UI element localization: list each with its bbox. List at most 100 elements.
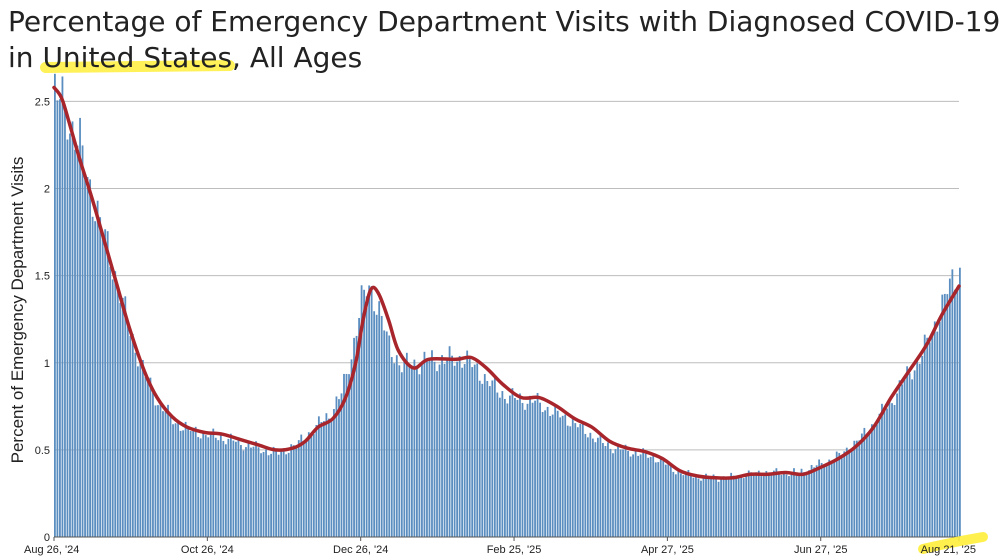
data-bar — [579, 424, 582, 537]
data-bar — [363, 289, 366, 537]
data-bar — [182, 430, 185, 537]
data-bar — [735, 478, 738, 537]
data-bar — [780, 475, 783, 537]
data-bar — [632, 454, 634, 537]
data-bar — [167, 404, 169, 537]
data-bar — [297, 440, 300, 537]
data-bar — [830, 463, 833, 537]
data-bar — [873, 425, 876, 537]
data-bar — [767, 472, 770, 537]
x-tick-highlight — [918, 532, 988, 554]
data-bar — [594, 442, 597, 537]
data-bar — [96, 200, 99, 537]
data-bar — [275, 450, 278, 537]
data-bar — [503, 398, 506, 537]
data-bar — [245, 447, 247, 537]
data-bar — [197, 437, 200, 537]
data-bar — [687, 470, 690, 537]
data-bar — [953, 289, 956, 537]
data-bar — [514, 398, 516, 537]
data-bar — [209, 432, 212, 537]
data-bar — [755, 472, 758, 537]
data-bar — [702, 477, 705, 537]
data-bar — [667, 463, 670, 537]
data-bar — [908, 373, 911, 537]
data-bar — [549, 416, 552, 537]
data-bar — [677, 470, 680, 537]
data-bar — [320, 422, 323, 537]
data-bar — [468, 358, 471, 537]
data-bar — [413, 359, 416, 537]
data-bar — [126, 323, 129, 537]
data-bar — [229, 433, 232, 537]
data-bar — [551, 414, 554, 537]
data-bar — [443, 363, 446, 537]
data-bar — [727, 477, 730, 537]
data-bar — [202, 431, 205, 537]
data-bar — [333, 409, 335, 537]
data-bar — [649, 456, 652, 537]
data-bar — [353, 337, 355, 537]
data-bar — [783, 471, 785, 537]
data-bar — [154, 405, 157, 537]
data-bar — [888, 398, 891, 537]
data-bar — [820, 462, 823, 537]
data-bar — [131, 333, 134, 537]
data-bar — [157, 405, 159, 537]
data-bar — [54, 73, 56, 537]
data-bar — [272, 446, 275, 537]
data-bar — [438, 364, 441, 537]
data-bar — [707, 477, 710, 537]
data-bar — [375, 314, 378, 537]
x-tick-label: Oct 26, '24 — [181, 544, 234, 556]
data-bar — [478, 380, 481, 537]
data-bar — [828, 459, 831, 537]
data-bar — [270, 453, 272, 537]
data-bar — [906, 366, 909, 537]
data-bar — [554, 404, 557, 537]
data-bar — [232, 440, 235, 537]
y-axis-title: Percent of Emergency Department Visits — [8, 157, 27, 464]
data-bar — [833, 460, 836, 537]
data-bar — [657, 462, 660, 537]
data-bar — [81, 145, 84, 537]
y-tick-label: 0.5 — [35, 445, 50, 457]
trend-line — [52, 85, 961, 480]
data-bar — [237, 437, 240, 537]
data-bar — [192, 428, 195, 537]
data-bar — [891, 403, 893, 537]
data-bar — [659, 456, 662, 537]
data-bar — [260, 453, 262, 537]
data-bar — [823, 466, 826, 537]
x-tick-label: Jun 27, '25 — [794, 544, 847, 556]
data-bar — [219, 435, 222, 537]
data-bar — [61, 76, 64, 537]
data-bar — [599, 434, 602, 537]
data-bar — [121, 297, 124, 537]
data-bar — [690, 475, 692, 537]
data-bar — [177, 421, 179, 537]
data-bar — [710, 477, 712, 537]
data-bar — [624, 444, 627, 537]
data-bar — [956, 289, 959, 537]
data-bar — [664, 464, 667, 537]
data-bar — [250, 447, 252, 537]
data-bar — [350, 359, 353, 537]
data-bar — [604, 445, 607, 537]
data-bar — [56, 100, 59, 537]
data-bar — [174, 423, 177, 537]
data-bar — [642, 448, 645, 537]
data-bar — [280, 451, 283, 537]
data-bar — [242, 450, 245, 537]
data-bar — [858, 440, 861, 537]
data-bar — [187, 426, 190, 537]
title-prefix: in — [8, 41, 43, 74]
data-bar — [943, 293, 946, 537]
data-bar — [591, 438, 594, 537]
data-bar — [380, 315, 383, 537]
gridlines — [54, 100, 959, 451]
data-bar — [310, 434, 313, 537]
data-bar — [71, 121, 74, 538]
data-bar — [541, 411, 544, 537]
data-bar — [141, 359, 144, 537]
